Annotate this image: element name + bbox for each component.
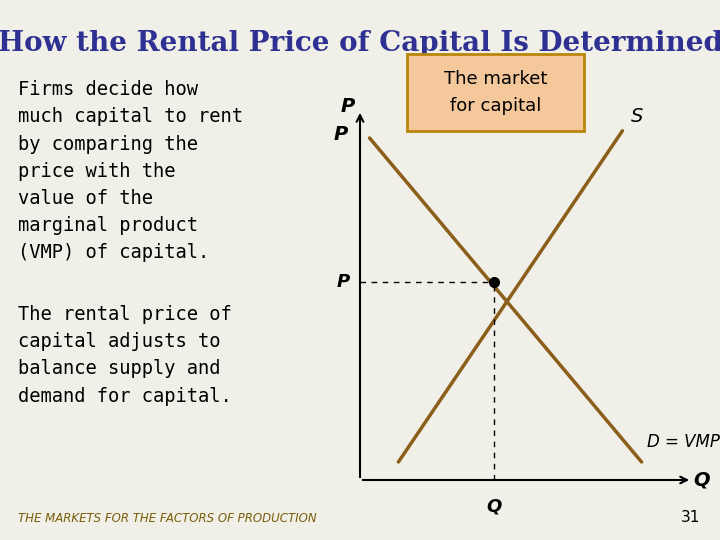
Text: P: P [337, 273, 350, 291]
Text: D = VMP: D = VMP [647, 433, 719, 451]
Text: The market
for capital: The market for capital [444, 70, 547, 114]
Text: Q: Q [487, 498, 502, 516]
Text: 31: 31 [680, 510, 700, 525]
Text: P: P [334, 125, 348, 144]
FancyBboxPatch shape [407, 54, 584, 131]
Text: P: P [341, 97, 355, 116]
Text: How the Rental Price of Capital Is Determined: How the Rental Price of Capital Is Deter… [0, 30, 720, 57]
Text: The rental price of
capital adjusts to
balance supply and
demand for capital.: The rental price of capital adjusts to b… [18, 305, 232, 406]
Text: Q: Q [693, 470, 711, 489]
Text: THE MARKETS FOR THE FACTORS OF PRODUCTION: THE MARKETS FOR THE FACTORS OF PRODUCTIO… [18, 511, 317, 524]
Text: S: S [631, 107, 643, 126]
Text: Firms decide how
much capital to rent
by comparing the
price with the
value of t: Firms decide how much capital to rent by… [18, 80, 243, 262]
